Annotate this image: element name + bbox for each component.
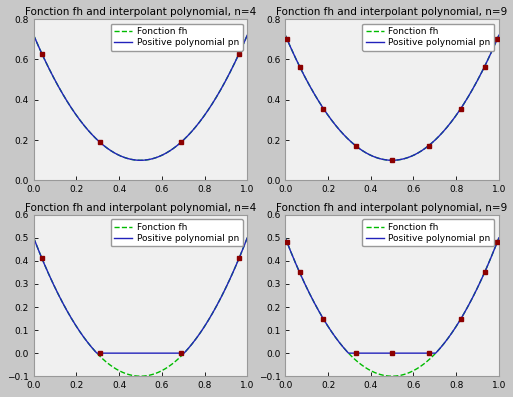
Positive polynomial pn xyxy=(31,33,37,38)
Fonction fh xyxy=(240,247,246,252)
Positive polynomial pn xyxy=(137,158,143,163)
Positive polynomial pn xyxy=(147,351,153,356)
Fonction fh xyxy=(147,157,153,162)
Fonction fh xyxy=(282,235,288,240)
Fonction fh xyxy=(206,106,212,111)
Fonction fh xyxy=(132,374,138,378)
Fonction fh xyxy=(282,33,288,38)
Fonction fh xyxy=(137,158,143,163)
Positive polynomial pn xyxy=(496,33,502,38)
Positive polynomial pn xyxy=(458,106,464,111)
Fonction fh xyxy=(158,153,164,158)
Positive polynomial pn xyxy=(385,158,391,162)
Fonction fh xyxy=(398,373,404,378)
Positive polynomial pn xyxy=(458,316,464,321)
Line: Fonction fh: Fonction fh xyxy=(34,35,247,160)
Fonction fh xyxy=(410,368,416,373)
Positive polynomial pn xyxy=(147,157,153,162)
Title: Fonction fh and interpolant polynomial, n=4: Fonction fh and interpolant polynomial, … xyxy=(25,7,256,17)
Positive polynomial pn xyxy=(384,158,390,162)
Positive polynomial pn xyxy=(244,235,250,240)
Fonction fh xyxy=(384,374,390,378)
Positive polynomial pn xyxy=(491,44,497,48)
Line: Fonction fh: Fonction fh xyxy=(285,238,499,376)
Fonction fh xyxy=(398,157,404,162)
Line: Fonction fh: Fonction fh xyxy=(34,238,247,376)
Positive polynomial pn xyxy=(389,158,395,163)
Positive polynomial pn xyxy=(134,351,140,356)
Legend: Fonction fh, Positive polynomial pn: Fonction fh, Positive polynomial pn xyxy=(111,24,243,51)
Positive polynomial pn xyxy=(133,158,140,162)
Legend: Fonction fh, Positive polynomial pn: Fonction fh, Positive polynomial pn xyxy=(111,220,243,247)
Fonction fh xyxy=(491,247,497,252)
Positive polynomial pn xyxy=(94,351,100,356)
Fonction fh xyxy=(385,158,391,162)
Fonction fh xyxy=(137,374,143,379)
Positive polynomial pn xyxy=(491,247,497,252)
Fonction fh xyxy=(244,235,250,240)
Positive polynomial pn xyxy=(346,351,352,356)
Line: Fonction fh: Fonction fh xyxy=(285,35,499,160)
Fonction fh xyxy=(206,316,212,321)
Fonction fh xyxy=(458,106,464,111)
Fonction fh xyxy=(385,374,391,378)
Fonction fh xyxy=(133,158,140,162)
Fonction fh xyxy=(240,44,246,48)
Fonction fh xyxy=(31,235,37,240)
Line: Positive polynomial pn: Positive polynomial pn xyxy=(285,35,499,160)
Fonction fh xyxy=(410,153,416,158)
Positive polynomial pn xyxy=(398,157,404,162)
Fonction fh xyxy=(133,374,140,378)
Positive polynomial pn xyxy=(244,33,250,38)
Positive polynomial pn xyxy=(385,351,391,356)
Fonction fh xyxy=(491,44,497,48)
Title: Fonction fh and interpolant polynomial, n=9: Fonction fh and interpolant polynomial, … xyxy=(277,7,508,17)
Legend: Fonction fh, Positive polynomial pn: Fonction fh, Positive polynomial pn xyxy=(362,220,495,247)
Fonction fh xyxy=(244,33,250,38)
Positive polynomial pn xyxy=(496,235,502,240)
Fonction fh xyxy=(31,33,37,38)
Fonction fh xyxy=(147,373,153,378)
Fonction fh xyxy=(384,158,390,162)
Positive polynomial pn xyxy=(410,153,416,158)
Fonction fh xyxy=(389,374,395,379)
Fonction fh xyxy=(496,33,502,38)
Title: Fonction fh and interpolant polynomial, n=4: Fonction fh and interpolant polynomial, … xyxy=(25,202,256,213)
Positive polynomial pn xyxy=(384,351,390,356)
Fonction fh xyxy=(158,368,164,373)
Positive polynomial pn xyxy=(158,153,164,158)
Title: Fonction fh and interpolant polynomial, n=9: Fonction fh and interpolant polynomial, … xyxy=(277,202,508,213)
Positive polynomial pn xyxy=(282,33,288,38)
Line: Positive polynomial pn: Positive polynomial pn xyxy=(34,35,247,160)
Positive polynomial pn xyxy=(410,351,416,356)
Positive polynomial pn xyxy=(240,247,246,252)
Line: Positive polynomial pn: Positive polynomial pn xyxy=(34,238,247,353)
Positive polynomial pn xyxy=(282,235,288,240)
Positive polynomial pn xyxy=(31,235,37,240)
Legend: Fonction fh, Positive polynomial pn: Fonction fh, Positive polynomial pn xyxy=(362,24,495,51)
Positive polynomial pn xyxy=(132,351,139,356)
Fonction fh xyxy=(389,158,395,163)
Fonction fh xyxy=(132,158,138,162)
Positive polynomial pn xyxy=(398,351,404,356)
Positive polynomial pn xyxy=(158,351,164,356)
Positive polynomial pn xyxy=(206,316,212,321)
Fonction fh xyxy=(496,235,502,240)
Positive polynomial pn xyxy=(132,158,138,162)
Positive polynomial pn xyxy=(206,106,212,111)
Line: Positive polynomial pn: Positive polynomial pn xyxy=(285,238,499,353)
Positive polynomial pn xyxy=(240,44,246,48)
Fonction fh xyxy=(458,316,464,321)
